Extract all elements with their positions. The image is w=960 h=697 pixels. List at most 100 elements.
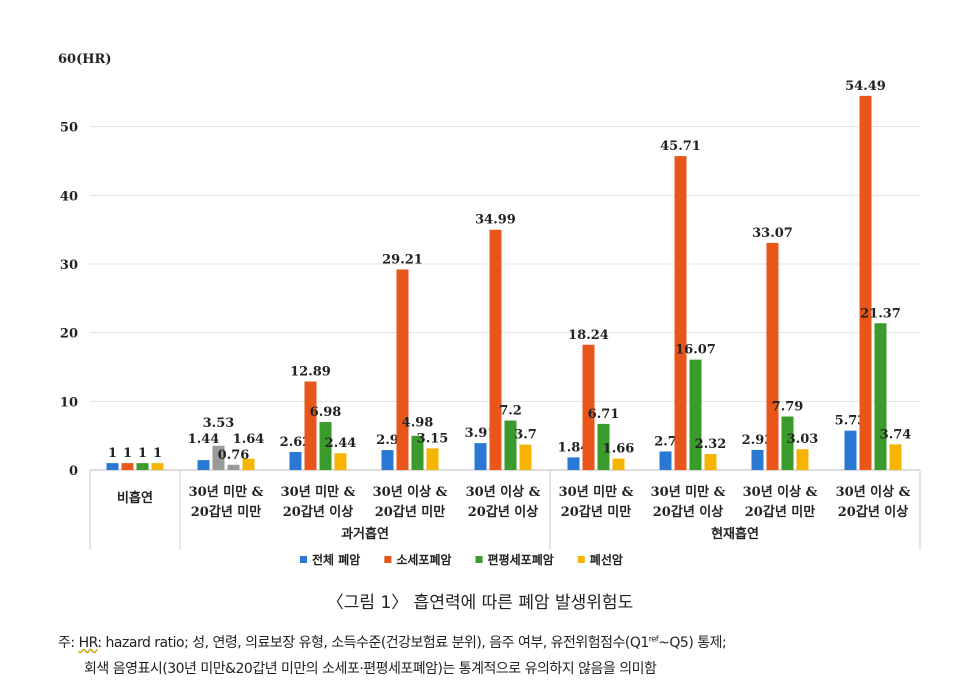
- x-tick-label: 30년 이상 &: [373, 484, 448, 500]
- x-tick-label: 20갑년 이상: [838, 504, 908, 520]
- data-label: 1: [123, 446, 132, 461]
- bar: [212, 445, 225, 470]
- data-label: 1: [153, 446, 162, 461]
- bar: [859, 95, 872, 471]
- bar: [242, 458, 255, 470]
- x-tick-label: 30년 이상 &: [466, 484, 541, 500]
- note-main: : hazard ratio; 성, 연령, 의료보장 유형, 소득수준(건강보…: [97, 635, 649, 651]
- data-label: 2.32: [695, 437, 727, 452]
- data-label: 1.66: [603, 442, 635, 457]
- x-tick-label: 30년 미만 &: [651, 484, 726, 500]
- data-label: 33.07: [752, 226, 793, 241]
- data-label: 45.71: [660, 139, 701, 154]
- bar: [704, 454, 717, 470]
- legend-swatch: [300, 556, 307, 563]
- footnote-line-1: 주: HR: hazard ratio; 성, 연령, 의료보장 유형, 소득수…: [58, 632, 727, 652]
- x-tick-label: 30년 이상 &: [836, 484, 911, 500]
- bar: [597, 423, 610, 470]
- data-label: 2.44: [325, 436, 357, 451]
- bar: [411, 435, 424, 470]
- legend-label: 소세포폐암: [396, 552, 451, 567]
- bar: [151, 463, 164, 470]
- x-tick-label: 20갑년 이상: [653, 504, 723, 520]
- data-label: 3.53: [203, 416, 235, 431]
- bar: [781, 416, 794, 470]
- legend-swatch: [475, 556, 483, 563]
- legend-label: 편평세포폐암: [488, 552, 554, 567]
- bar: [334, 453, 347, 470]
- bar: [519, 444, 532, 470]
- legend-label: 전체 폐암: [312, 552, 360, 567]
- y-tick-label: 30: [60, 258, 78, 273]
- data-label: 3.03: [787, 432, 819, 447]
- x-tick-label: 30년 미만 &: [559, 484, 634, 500]
- bar: [319, 422, 332, 470]
- data-label: 21.37: [860, 306, 901, 321]
- bar: [844, 430, 857, 470]
- data-label: 29.21: [382, 252, 423, 267]
- data-label: 2.93: [742, 433, 774, 448]
- bar: [659, 451, 672, 470]
- data-label: 3.7: [514, 428, 537, 443]
- legend-swatch: [384, 556, 392, 563]
- data-label: 1.84: [558, 440, 590, 455]
- bar: [474, 443, 487, 470]
- data-label: 2.9: [376, 433, 399, 448]
- bar: [889, 444, 902, 470]
- bar: [489, 229, 502, 470]
- data-label: 3.91: [465, 426, 497, 441]
- data-label: 6.98: [310, 405, 342, 420]
- bar: [136, 463, 149, 470]
- bar: [796, 449, 809, 470]
- y-tick-label: 20: [60, 327, 78, 342]
- bar: [504, 420, 517, 470]
- data-label: 54.49: [845, 79, 886, 94]
- data-label: 18.24: [568, 328, 609, 343]
- data-label: 1.64: [233, 432, 265, 447]
- figure-caption: 〈그림 1〉 흡연력에 따른 폐암 발생위험도: [326, 593, 634, 613]
- bar: [612, 458, 625, 470]
- bar: [289, 452, 302, 470]
- bar: [106, 463, 119, 470]
- note-sup: ref: [648, 634, 659, 644]
- data-label: 12.89: [290, 364, 331, 379]
- footnote-line-2: 회색 음영표시(30년 미만&20갑년 미만의 소세포·편평세포폐암)는 통계적…: [84, 661, 657, 677]
- bar: [689, 359, 702, 470]
- x-tick-label: 30년 미만 &: [189, 484, 264, 500]
- y-tick-label: 50: [60, 121, 78, 136]
- data-label: 4.98: [402, 415, 434, 430]
- group-label: 현재흡연: [711, 526, 759, 542]
- data-label: 3.74: [880, 427, 912, 442]
- legend-swatch: [577, 556, 585, 563]
- bar: [197, 460, 210, 470]
- bar: [582, 344, 595, 470]
- data-label: 1: [108, 446, 117, 461]
- y-tick-label: 10: [60, 395, 78, 410]
- legend-label: 폐선암: [590, 552, 623, 567]
- bar: [766, 242, 779, 470]
- bar: [751, 449, 764, 470]
- data-label: 7.2: [499, 404, 522, 419]
- x-tick-label: 20갑년 이상: [468, 504, 538, 520]
- data-label: 6.71: [588, 407, 620, 422]
- bar: [304, 381, 317, 470]
- data-label: 2.62: [280, 435, 312, 450]
- data-label: 16.07: [675, 343, 716, 358]
- data-label: 2.7: [654, 434, 677, 449]
- data-label: 7.79: [772, 400, 804, 415]
- x-tick-label: 20갑년 미만: [375, 504, 445, 520]
- data-label: 1: [138, 446, 147, 461]
- data-label: 34.99: [475, 213, 516, 228]
- bar: [567, 457, 580, 470]
- bar: [227, 464, 240, 470]
- note-hr: HR: [78, 635, 98, 651]
- data-label: 0.76: [218, 448, 250, 463]
- y-axis-label: 60(HR): [58, 52, 111, 67]
- bar: [381, 450, 394, 470]
- data-label: 5.73: [835, 414, 867, 429]
- bar: [426, 448, 439, 470]
- y-tick-label: 0: [69, 464, 78, 479]
- bar: [674, 156, 687, 470]
